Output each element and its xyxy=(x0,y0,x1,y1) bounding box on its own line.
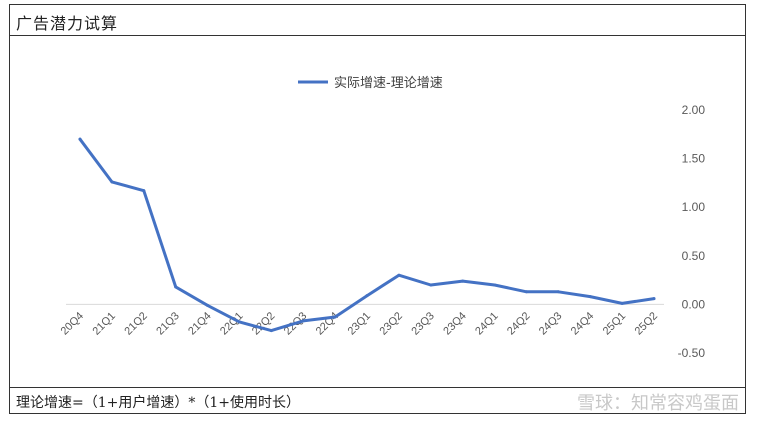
series-line xyxy=(78,137,656,333)
title-bar: 广告潜力试算 xyxy=(10,5,745,36)
data-point xyxy=(493,283,497,287)
data-point xyxy=(174,285,178,289)
data-point xyxy=(269,329,273,333)
legend-label: 实际增速-理论增速 xyxy=(334,76,443,91)
x-tick-label: 23Q3 xyxy=(409,310,437,338)
x-tick-label: 20Q4 xyxy=(59,310,87,338)
data-point xyxy=(652,297,656,301)
x-tick-label: 25Q1 xyxy=(601,310,629,338)
page-title: 广告潜力试算 xyxy=(16,14,119,33)
chart-frame: 广告潜力试算 理论增速=（1+用户增速）*（1+使用时长） 雪球：知常容鸡蛋面 xyxy=(9,4,746,414)
x-tick-label: 24Q3 xyxy=(537,310,565,338)
data-point xyxy=(110,180,114,184)
footer-bar: 理论增速=（1+用户增速）*（1+使用时长） 雪球：知常容鸡蛋面 xyxy=(10,387,745,414)
y-tick-label: 0.50 xyxy=(682,249,706,263)
y-tick-label: 2.00 xyxy=(682,103,706,117)
x-tick-label: 23Q1 xyxy=(346,310,374,338)
y-tick-label: -0.50 xyxy=(678,346,706,360)
data-point xyxy=(461,279,465,283)
data-point xyxy=(556,290,560,294)
data-point xyxy=(142,189,146,193)
data-point xyxy=(397,273,401,277)
data-point xyxy=(365,294,369,298)
data-point xyxy=(524,290,528,294)
x-tick-label: 24Q2 xyxy=(505,310,533,338)
x-tick-label: 24Q1 xyxy=(473,310,501,338)
data-point xyxy=(78,137,82,141)
data-point xyxy=(588,295,592,299)
watermark: 雪球：知常容鸡蛋面 xyxy=(577,393,739,414)
data-point xyxy=(237,320,241,324)
formula-note: 理论增速=（1+用户增速）*（1+使用时长） xyxy=(16,395,301,411)
x-tick-label: 23Q2 xyxy=(377,310,405,338)
data-point xyxy=(206,303,210,307)
y-tick-label: 1.50 xyxy=(682,152,706,166)
x-tick-label: 21Q1 xyxy=(90,310,118,338)
data-point xyxy=(333,315,337,319)
data-point xyxy=(620,301,624,305)
data-point xyxy=(429,283,433,287)
x-tick-label: 23Q4 xyxy=(441,310,469,338)
y-tick-label: 0.00 xyxy=(682,297,706,311)
x-tick-label: 21Q2 xyxy=(122,310,150,338)
x-tick-label: 25Q2 xyxy=(633,310,661,338)
x-tick-label: 22Q2 xyxy=(250,310,278,338)
y-tick-label: 1.00 xyxy=(682,200,706,214)
x-tick-label: 21Q3 xyxy=(154,310,182,338)
x-tick-label: 21Q4 xyxy=(186,310,214,338)
x-tick-label: 24Q4 xyxy=(569,310,597,338)
data-point xyxy=(301,319,305,323)
